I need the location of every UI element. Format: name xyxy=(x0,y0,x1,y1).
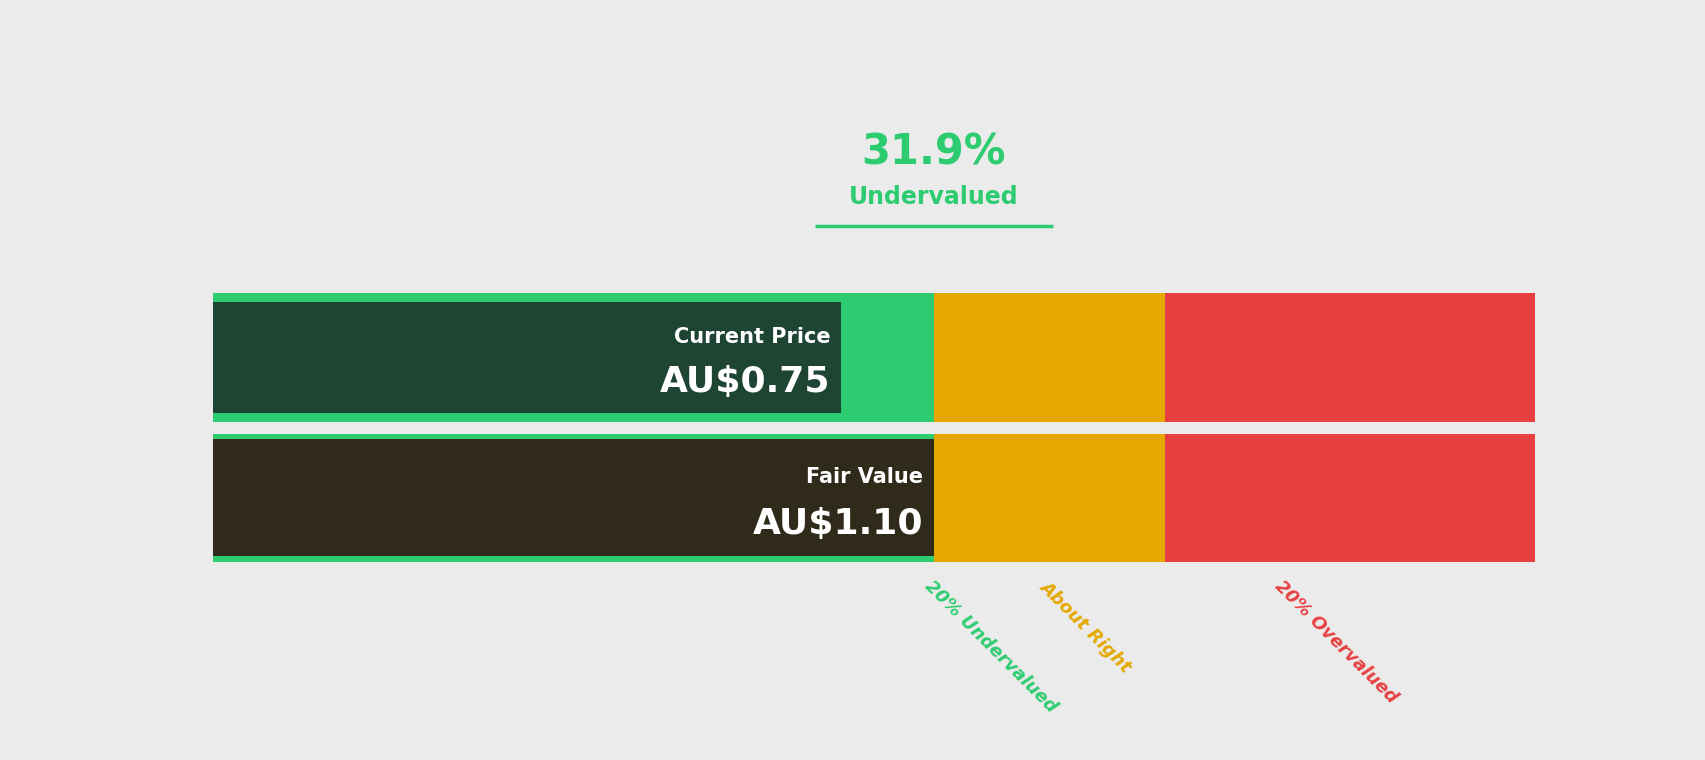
Text: About Right: About Right xyxy=(1035,577,1134,676)
Text: 31.9%: 31.9% xyxy=(861,131,1006,173)
Bar xyxy=(213,433,933,562)
Text: Current Price: Current Price xyxy=(673,328,830,347)
Text: AU$1.10: AU$1.10 xyxy=(752,507,922,540)
Bar xyxy=(213,293,933,422)
Bar xyxy=(213,302,841,413)
Text: 20% Overvalued: 20% Overvalued xyxy=(1270,577,1400,707)
Text: 20% Undervalued: 20% Undervalued xyxy=(921,577,1059,716)
Bar xyxy=(213,439,933,556)
Text: Fair Value: Fair Value xyxy=(806,467,922,487)
Text: Undervalued: Undervalued xyxy=(849,185,1018,208)
Bar xyxy=(1165,433,1534,562)
Bar xyxy=(933,433,1165,562)
Text: AU$0.75: AU$0.75 xyxy=(660,365,830,399)
Bar xyxy=(933,293,1165,422)
Bar xyxy=(1165,293,1534,422)
